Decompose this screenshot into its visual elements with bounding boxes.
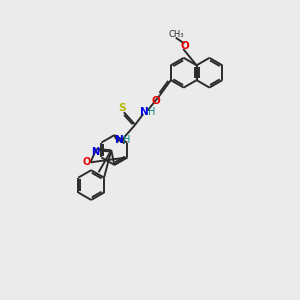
- Text: CH₃: CH₃: [168, 30, 184, 39]
- Text: S: S: [118, 103, 126, 113]
- Text: N: N: [140, 107, 148, 117]
- Text: O: O: [152, 96, 160, 106]
- Text: O: O: [181, 41, 190, 51]
- Text: H: H: [148, 107, 155, 117]
- Text: N: N: [91, 147, 99, 157]
- Text: H: H: [124, 135, 131, 145]
- Text: O: O: [82, 157, 90, 167]
- Text: N: N: [115, 135, 124, 145]
